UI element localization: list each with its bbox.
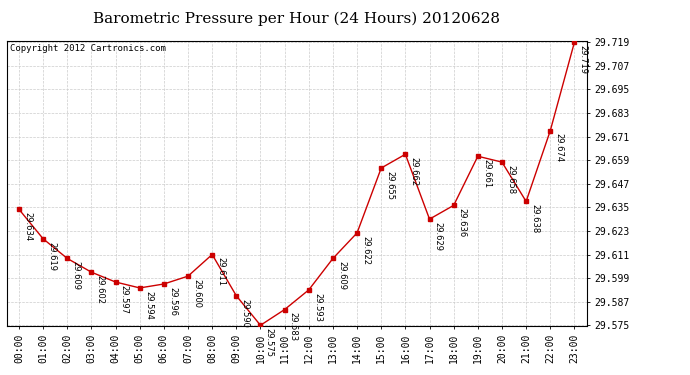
Text: 29.583: 29.583 bbox=[289, 312, 298, 342]
Text: 29.575: 29.575 bbox=[265, 328, 274, 357]
Text: 29.619: 29.619 bbox=[48, 242, 57, 270]
Text: 29.629: 29.629 bbox=[434, 222, 443, 251]
Text: 29.622: 29.622 bbox=[362, 236, 371, 265]
Text: 29.602: 29.602 bbox=[96, 275, 105, 304]
Text: 29.594: 29.594 bbox=[144, 291, 153, 320]
Text: 29.593: 29.593 bbox=[313, 292, 322, 322]
Text: 29.596: 29.596 bbox=[168, 287, 177, 316]
Text: 29.597: 29.597 bbox=[120, 285, 129, 314]
Text: 29.609: 29.609 bbox=[72, 261, 81, 290]
Text: 29.590: 29.590 bbox=[241, 298, 250, 327]
Text: 29.674: 29.674 bbox=[555, 134, 564, 163]
Text: 29.658: 29.658 bbox=[506, 165, 515, 194]
Text: 29.611: 29.611 bbox=[217, 257, 226, 286]
Text: 29.655: 29.655 bbox=[386, 171, 395, 200]
Text: 29.662: 29.662 bbox=[410, 157, 419, 186]
Text: 29.609: 29.609 bbox=[337, 261, 346, 290]
Text: 29.634: 29.634 bbox=[23, 212, 32, 241]
Text: 29.719: 29.719 bbox=[579, 45, 588, 74]
Text: 29.636: 29.636 bbox=[458, 208, 467, 237]
Text: Copyright 2012 Cartronics.com: Copyright 2012 Cartronics.com bbox=[10, 44, 166, 53]
Text: 29.661: 29.661 bbox=[482, 159, 491, 188]
Text: 29.600: 29.600 bbox=[193, 279, 201, 308]
Text: Barometric Pressure per Hour (24 Hours) 20120628: Barometric Pressure per Hour (24 Hours) … bbox=[93, 11, 500, 26]
Text: 29.638: 29.638 bbox=[531, 204, 540, 234]
